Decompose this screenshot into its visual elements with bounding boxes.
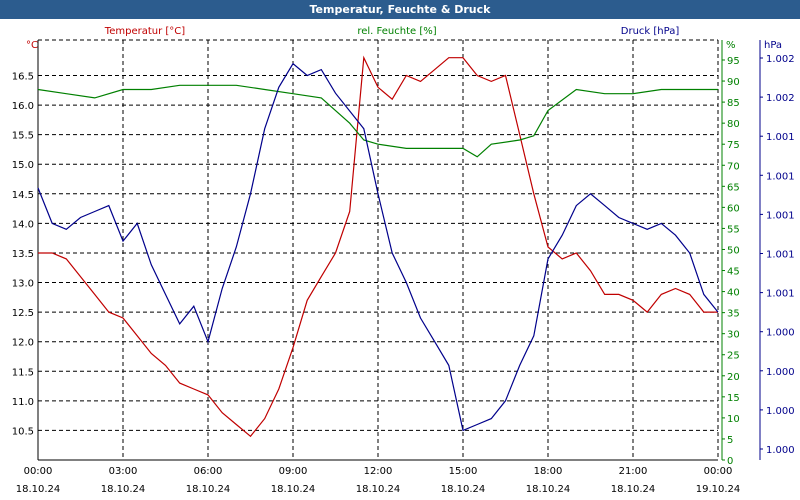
humidity-tick-label: 80: [727, 119, 740, 130]
x-tick-time: 00:00: [24, 466, 53, 477]
x-tick-date: 18.10.24: [441, 484, 486, 495]
temperature-tick-label: 11.0: [12, 397, 34, 408]
humidity-tick-label: 70: [727, 161, 740, 172]
humidity-tick-label: 95: [727, 56, 740, 67]
temperature-tick-label: 14.0: [12, 219, 34, 230]
pressure-tick-label: 1.000: [766, 328, 795, 339]
temperature-tick-label: 10.5: [12, 426, 34, 437]
humidity-tick-label: 85: [727, 98, 740, 109]
pressure-tick-label: 1.001: [766, 171, 795, 182]
axes: [37, 40, 763, 461]
temperature-tick-label: 11.5: [12, 367, 34, 378]
temperature-tick-label: 12.5: [12, 308, 34, 319]
humidity-tick-label: 0: [727, 456, 733, 467]
x-tick-time: 21:00: [619, 466, 648, 477]
humidity-tick-label: 75: [727, 140, 740, 151]
temperature-unit-label: °C: [26, 40, 38, 51]
humidity-tick-label: 5: [727, 435, 733, 446]
x-tick-time: 15:00: [449, 466, 478, 477]
humidity-tick-label: 60: [727, 203, 740, 214]
humidity-tick-label: 30: [727, 330, 740, 341]
humidity-tick-label: 25: [727, 351, 740, 362]
temperature-tick-label: 15.0: [12, 160, 34, 171]
temperature-tick-label: 13.0: [12, 279, 34, 290]
x-tick-time: 00:00: [704, 466, 733, 477]
humidity-tick-label: 45: [727, 267, 740, 278]
x-tick-time: 03:00: [109, 466, 138, 477]
humidity-tick-label: 10: [727, 414, 740, 425]
pressure-tick-label: 1.001: [766, 250, 795, 261]
humidity-tick-label: 90: [727, 77, 740, 88]
temperature-tick-label: 12.0: [12, 338, 34, 349]
temperature-tick-label: 16.5: [12, 71, 34, 82]
temperature-tick-label: 15.5: [12, 131, 34, 142]
humidity-tick-label: 55: [727, 224, 740, 235]
pressure-unit-label: hPa: [764, 40, 782, 51]
series-line-temperature: [38, 55, 718, 438]
temperature-tick-label: 16.0: [12, 101, 34, 112]
x-tick-date: 19.10.24: [696, 484, 741, 495]
legend-humidity: rel. Feuchte [%]: [357, 26, 436, 37]
humidity-tick-label: 15: [727, 393, 740, 404]
humidity-tick-label: 40: [727, 288, 740, 299]
x-tick-time: 18:00: [534, 466, 563, 477]
pressure-tick-label: 1.000: [766, 367, 795, 378]
legend-pressure: Druck [hPa]: [621, 26, 680, 37]
temperature-tick-label: 14.5: [12, 190, 34, 201]
pressure-tick-label: 1.001: [766, 210, 795, 221]
humidity-unit-label: %: [726, 40, 736, 51]
pressure-tick-label: 1.000: [766, 406, 795, 417]
x-tick-date: 18.10.24: [356, 484, 401, 495]
x-tick-date: 18.10.24: [526, 484, 571, 495]
data-series: [37, 55, 719, 438]
series-line-pressure: [37, 62, 719, 432]
chart-title: Temperatur, Feuchte & Druck: [0, 0, 800, 19]
humidity-tick-label: 50: [727, 245, 740, 256]
pressure-tick-label: 1.000: [766, 445, 795, 456]
axis-labels: 16.5 16.0 15.5 15.0 14.5 14.0 13.5 13.0 12.5 12.0…: [12, 26, 795, 495]
x-tick-time: 12:00: [364, 466, 393, 477]
temperature-tick-label: 13.5: [12, 249, 34, 260]
x-tick-date: 18.10.24: [16, 484, 61, 495]
series-line-humidity: [37, 84, 718, 158]
humidity-tick-label: 35: [727, 309, 740, 320]
pressure-tick-label: 1.001: [766, 289, 795, 300]
humidity-tick-label: 65: [727, 182, 740, 193]
grid-lines: [37, 39, 719, 460]
legend-temperature: Temperatur [°C]: [104, 26, 185, 37]
x-tick-date: 18.10.24: [186, 484, 231, 495]
x-tick-date: 18.10.24: [271, 484, 316, 495]
x-tick-date: 18.10.24: [611, 484, 656, 495]
x-tick-date: 18.10.24: [101, 484, 146, 495]
pressure-tick-label: 1.001: [766, 132, 795, 143]
pressure-tick-label: 1.002: [766, 54, 795, 65]
humidity-tick-label: 20: [727, 372, 740, 383]
x-tick-time: 09:00: [279, 466, 308, 477]
pressure-tick-label: 1.002: [766, 93, 795, 104]
x-tick-time: 06:00: [194, 466, 223, 477]
